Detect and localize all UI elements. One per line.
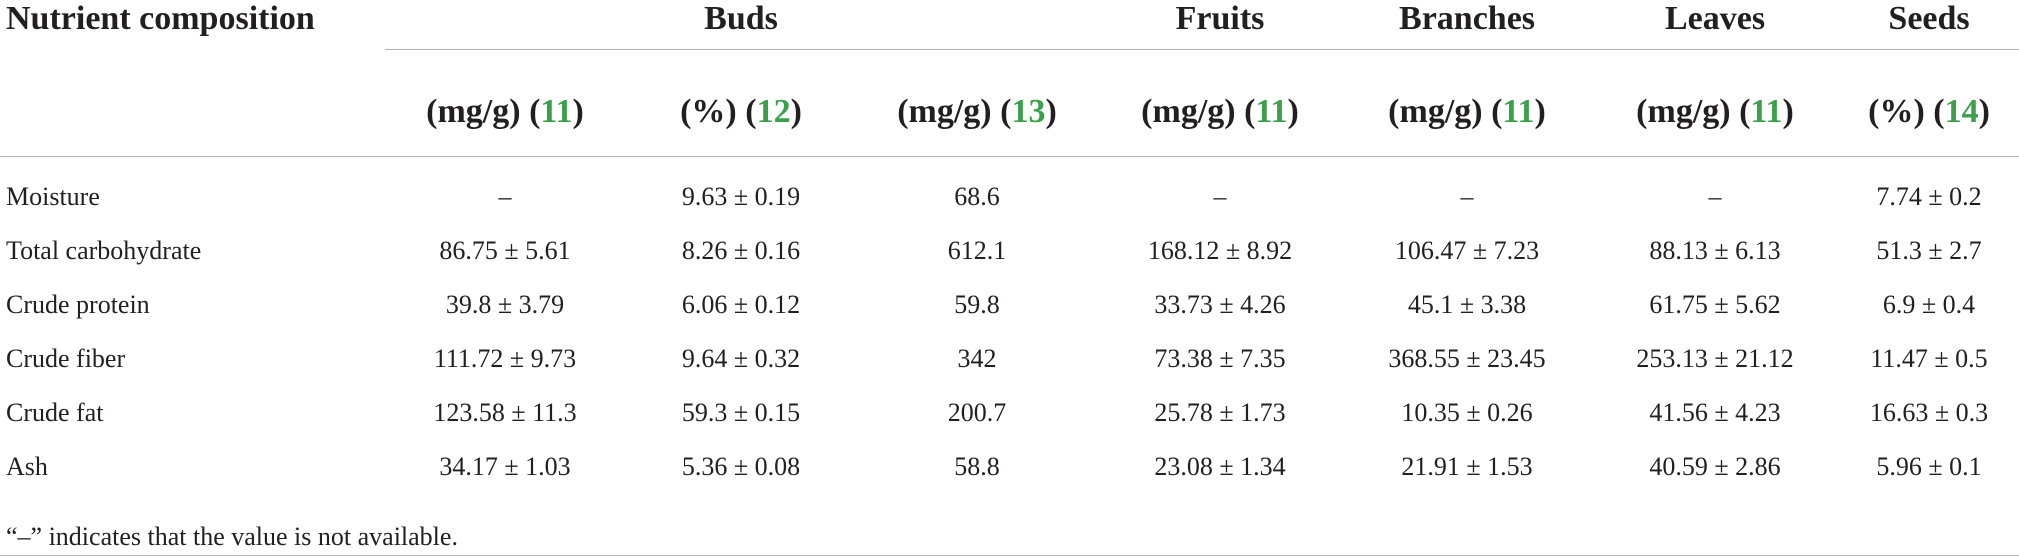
subheader-blank [0,67,385,157]
group-underline-seeds [1839,49,2019,67]
subheader-cell: (%) (14) [1868,92,1990,130]
table-cell: 41.56 ± 4.23 [1649,398,1781,427]
table-row: Total carbohydrate 86.75 ± 5.61 8.26 ± 0… [0,224,2019,278]
table-cell: 16.63 ± 0.3 [1869,398,1989,427]
table-cell: – [1460,182,1474,211]
table-cell: 25.78 ± 1.73 [1154,398,1286,427]
table-cell: 39.8 ± 3.79 [445,290,565,319]
group-header-buds: Buds [704,0,778,37]
table-cell: 34.17 ± 1.03 [439,452,571,481]
header-rule [0,156,2019,157]
row-label: Crude protein [6,290,150,319]
first-column-header: Nutrient composition [6,0,315,37]
row-label: Crude fiber [6,344,126,373]
group-header-fruits: Fruits [1175,0,1265,37]
table-cell: 68.6 [954,182,1000,211]
table-cell: 200.7 [947,398,1007,427]
subheader-cell: (mg/g) (11) [1388,92,1546,130]
subheader-cell: (mg/g) (11) [1141,92,1299,130]
table-cell: 61.75 ± 5.62 [1649,290,1781,319]
row-label: Moisture [6,182,100,211]
reference-link[interactable]: 11 [1502,92,1535,130]
row-label: Ash [6,452,48,481]
table-cell: 21.91 ± 1.53 [1401,452,1533,481]
group-underline-branches [1343,49,1592,67]
table-cell: 5.96 ± 0.1 [1876,452,1982,481]
group-header-seeds: Seeds [1888,0,1970,37]
table-row: Ash 34.17 ± 1.03 5.36 ± 0.08 58.8 23.08 … [0,440,2019,503]
reference-link[interactable]: 11 [540,92,573,130]
table-cell: 5.36 ± 0.08 [681,452,801,481]
table-cell: 88.13 ± 6.13 [1649,236,1781,265]
subheader-cell: (mg/g) (11) [426,92,584,130]
table-cell: 33.73 ± 4.26 [1154,290,1286,319]
group-underline-buds [385,49,1098,67]
table-cell: 8.26 ± 0.16 [681,236,801,265]
table-cell: 168.12 ± 8.92 [1147,236,1293,265]
reference-link[interactable]: 13 [1011,92,1046,130]
subheader-cell: (mg/g) (13) [897,92,1057,130]
table-cell: 23.08 ± 1.34 [1154,452,1286,481]
table-cell: – [1213,182,1227,211]
table-cell: 73.38 ± 7.35 [1154,344,1286,373]
table-cell: 111.72 ± 9.73 [433,344,577,373]
table-row: Crude fiber 111.72 ± 9.73 9.64 ± 0.32 34… [0,332,2019,386]
table-cell: 7.74 ± 0.2 [1876,182,1982,211]
reference-link[interactable]: 11 [1750,92,1783,130]
table-cell: 9.64 ± 0.32 [681,344,801,373]
table-row: Moisture – 9.63 ± 0.19 68.6 – – – 7.74 ±… [0,157,2019,224]
group-header-branches: Branches [1399,0,1536,37]
group-header-leaves: Leaves [1664,0,1766,37]
table-cell: 6.9 ± 0.4 [1882,290,1976,319]
table-cell: 123.58 ± 11.3 [433,398,577,427]
table-row: Crude protein 39.8 ± 3.79 6.06 ± 0.12 59… [0,278,2019,332]
table-cell: 59.3 ± 0.15 [681,398,801,427]
table-cell: 342 [957,344,997,373]
subheader-cell: (mg/g) (11) [1636,92,1794,130]
table-cell: 86.75 ± 5.61 [439,236,571,265]
table-cell: 58.8 [954,452,1000,481]
subheader-cell: (%) (12) [680,92,802,130]
table-cell: 59.8 [954,290,1000,319]
table-cell: 11.47 ± 0.5 [1870,344,1988,373]
table-cell: – [498,182,512,211]
table-cell: – [1708,182,1722,211]
table-cell: 612.1 [947,236,1007,265]
table-row: Crude fat 123.58 ± 11.3 59.3 ± 0.15 200.… [0,386,2019,440]
table-cell: 253.13 ± 21.12 [1636,344,1794,373]
reference-link[interactable]: 14 [1944,92,1979,130]
reference-link[interactable]: 12 [756,92,791,130]
row-label: Total carbohydrate [6,236,202,265]
table-footnote: “–” indicates that the value is not avai… [6,522,458,551]
table-cell: 106.47 ± 7.23 [1394,236,1540,265]
reference-link[interactable]: 11 [1255,92,1288,130]
table-cell: 9.63 ± 0.19 [681,182,801,211]
row-label: Crude fat [6,398,104,427]
table-cell: 368.55 ± 23.45 [1388,344,1546,373]
table-cell: 40.59 ± 2.86 [1649,452,1781,481]
table-cell: 10.35 ± 0.26 [1401,398,1533,427]
table-cell: 51.3 ± 2.7 [1876,236,1982,265]
table-cell: 45.1 ± 3.38 [1407,290,1527,319]
group-underline-fruits [1097,49,1344,67]
table-cell: 6.06 ± 0.12 [681,290,801,319]
group-underline-leaves [1591,49,1840,67]
